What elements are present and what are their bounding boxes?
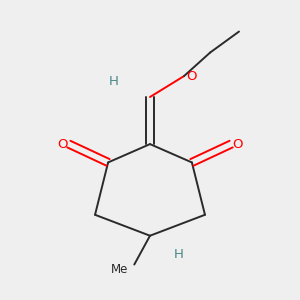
Text: O: O xyxy=(57,138,68,151)
Text: H: H xyxy=(174,248,184,260)
Text: H: H xyxy=(108,75,118,88)
Text: O: O xyxy=(187,70,197,83)
Text: O: O xyxy=(232,138,243,151)
Text: Me: Me xyxy=(110,263,128,276)
